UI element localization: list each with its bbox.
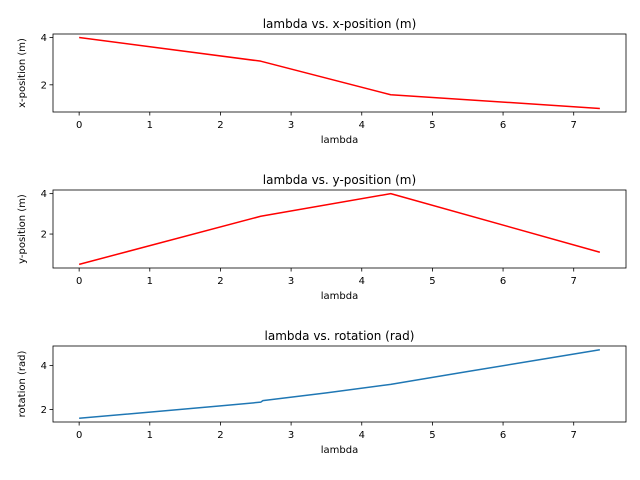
x-tick-label: 2 [217,120,223,131]
x-tick-label: 1 [147,430,153,441]
x-axis-label: lambda [321,135,358,146]
x-tick-label: 0 [76,120,82,131]
y-tick-label: 4 [41,361,47,372]
x-tick-label: 4 [359,430,365,441]
x-axis-label: lambda [321,445,358,456]
x-tick-label: 1 [147,276,153,287]
y-tick-label: 2 [41,80,47,91]
y-tick-label: 2 [41,405,47,416]
x-tick-label: 2 [217,276,223,287]
series-line-1 [79,36,600,110]
series-line-1 [79,348,600,420]
plot-frame [52,189,627,269]
plot-frame [52,33,627,113]
chart-title: lambda vs. y-position (m) [263,173,416,187]
x-tick-label: 6 [500,276,506,287]
x-tick-label: 4 [359,120,365,131]
subplot-3: 0 1 2 3 4 5 6 7 2 4 lambda vs. rotation (rad) lambd… [17,329,627,456]
x-tick-label: 5 [429,120,435,131]
x-tick-label: 0 [76,276,82,287]
subplot-2: 0 1 2 3 4 5 6 7 2 4 lambda vs. y-position (m) lambd… [17,173,627,302]
x-tick-label: 3 [288,276,294,287]
y-axis-label: y-position (m) [17,194,28,264]
x-tick-label: 2 [217,430,223,441]
x-tick-label: 5 [429,430,435,441]
x-tick-label: 0 [76,430,82,441]
y-tick-label: 4 [41,33,47,44]
y-axis-label: x-position (m) [17,38,28,108]
x-tick-label: 6 [500,120,506,131]
x-tick-label: 4 [359,276,365,287]
chart-title: lambda vs. rotation (rad) [265,329,415,343]
subplot-1: 0 1 2 3 4 5 6 7 2 4 lambda vs. x-position (m) lambd… [17,17,627,146]
x-tick-label: 7 [571,120,577,131]
y-tick-label: 2 [41,230,47,241]
x-tick-label: 5 [429,276,435,287]
x-tick-label: 3 [288,430,294,441]
x-tick-label: 7 [571,276,577,287]
x-tick-label: 7 [571,430,577,441]
y-axis-label: rotation (rad) [17,351,28,418]
x-axis-label: lambda [321,291,358,302]
x-tick-label: 3 [288,120,294,131]
chart-title: lambda vs. x-position (m) [263,17,417,31]
y-tick-label: 4 [41,189,47,200]
plot-frame [52,345,627,423]
series-line-1 [78,192,601,266]
x-tick-label: 1 [147,120,153,131]
x-tick-label: 6 [500,430,506,441]
